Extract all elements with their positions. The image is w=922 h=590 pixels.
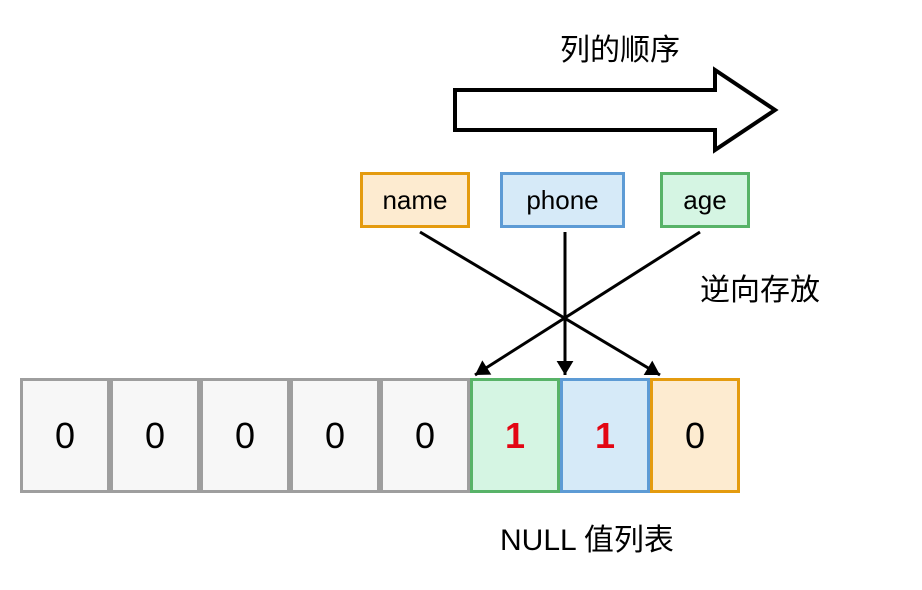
reverse-arrow-head-1 (557, 361, 574, 375)
column-order-label: 列的顺序 (560, 25, 680, 69)
order-arrow (455, 70, 775, 150)
column-box-name: name (360, 172, 470, 228)
bit-cell-3: 0 (290, 378, 380, 493)
null-list-label: NULL 值列表 (500, 515, 674, 559)
bit-cell-7: 0 (650, 378, 740, 493)
column-box-age: age (660, 172, 750, 228)
bit-cell-6: 1 (560, 378, 650, 493)
bit-cell-4: 0 (380, 378, 470, 493)
bit-cell-1: 0 (110, 378, 200, 493)
bit-cell-0: 0 (20, 378, 110, 493)
reverse-store-label: 逆向存放 (700, 265, 820, 309)
bit-cell-2: 0 (200, 378, 290, 493)
bit-cell-5: 1 (470, 378, 560, 493)
diagram-stage: 列的顺序 逆向存放 NULL 值列表 namephoneage00000110 (0, 0, 922, 590)
reverse-arrow-head-0 (644, 361, 660, 375)
reverse-arrow-line-2 (475, 232, 700, 375)
column-box-phone: phone (500, 172, 625, 228)
reverse-arrow-line-0 (420, 232, 660, 375)
reverse-arrow-head-2 (475, 360, 491, 375)
